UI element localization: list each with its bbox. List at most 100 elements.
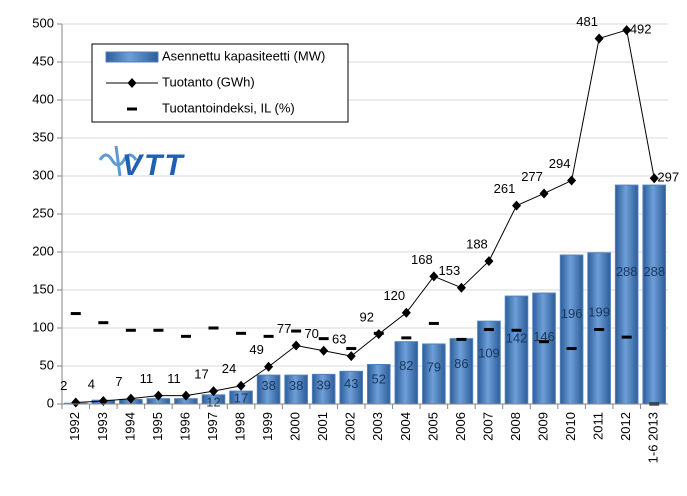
y-tick-label: 300 (32, 167, 54, 182)
index-dash (236, 331, 247, 335)
index-dash (318, 337, 329, 341)
production-label: 11 (167, 371, 181, 386)
index-dash (483, 328, 494, 332)
index-dash (539, 340, 550, 344)
x-tick-label: 2007 (480, 412, 495, 441)
index-dash (180, 334, 191, 338)
production-label: 297 (657, 170, 679, 185)
x-tick-label: 2003 (370, 412, 385, 441)
legend-swatch (105, 51, 159, 63)
production-marker (71, 397, 81, 408)
index-dash (153, 328, 164, 332)
production-marker (346, 351, 356, 362)
legend-label: Tuotanto (GWh) (162, 74, 255, 89)
index-dash (401, 336, 412, 340)
x-tick-label: 1994 (122, 412, 137, 441)
production-line (75, 29, 655, 403)
production-label: 481 (576, 14, 598, 29)
bar-label: 38 (261, 378, 275, 393)
index-dash (621, 335, 632, 339)
production-marker (484, 256, 494, 267)
bar-label: 196 (561, 306, 583, 321)
x-tick-label: 1993 (95, 412, 110, 441)
index-dash (346, 347, 357, 351)
production-label: 11 (140, 371, 154, 386)
production-marker (153, 390, 163, 401)
x-tick-label: 2009 (535, 412, 550, 441)
bar (642, 184, 667, 405)
production-marker (264, 361, 274, 372)
bar-label: 82 (399, 358, 413, 373)
bar-label: 199 (588, 305, 610, 320)
production-marker (567, 175, 577, 186)
production-label: 294 (549, 156, 571, 171)
legend-dash (127, 107, 137, 111)
x-tick-label: 2001 (315, 412, 330, 441)
y-tick-label: 250 (32, 205, 54, 220)
y-tick-label: 0 (47, 395, 54, 410)
index-dash (566, 347, 577, 351)
legend-label: Asennettu kapasiteetti (MW) (162, 48, 325, 63)
x-tick-label: 1992 (67, 412, 82, 441)
production-marker (649, 173, 659, 184)
production-marker (319, 345, 329, 356)
production-label: 17 (194, 367, 208, 382)
bar (559, 254, 584, 405)
y-tick-label: 200 (32, 243, 54, 258)
logo-text: VTT (122, 149, 185, 182)
production-label: 70 (304, 326, 318, 341)
x-tick-label: 1995 (150, 412, 165, 441)
production-marker (401, 307, 411, 318)
production-marker (512, 200, 521, 211)
legend-label: Tuotantoindeksi, IL (%) (162, 100, 295, 115)
bar-label: 79 (427, 359, 441, 374)
index-dash (594, 328, 605, 332)
bar-label: 86 (454, 356, 468, 371)
production-label: 7 (115, 374, 122, 389)
index-dash (456, 337, 467, 341)
y-tick-label: 350 (32, 129, 54, 144)
index-dash (373, 331, 384, 335)
y-tick-label: 450 (32, 53, 54, 68)
x-tick-label: 2008 (508, 412, 523, 441)
production-marker (594, 33, 604, 44)
y-tick-label: 150 (32, 281, 54, 296)
production-marker (209, 386, 218, 397)
index-dash (98, 321, 109, 325)
production-label: 261 (494, 181, 516, 196)
bar-label: 142 (506, 331, 528, 346)
x-tick-label: 1997 (205, 412, 220, 441)
logo: VTT (98, 145, 185, 182)
bar-label: 17 (234, 391, 248, 406)
index-dash (428, 321, 439, 325)
x-tick-label: 1998 (232, 412, 247, 441)
production-label: 24 (222, 361, 236, 376)
production-marker (126, 393, 136, 404)
production-marker (291, 340, 301, 351)
bar-label: 109 (478, 346, 500, 361)
x-tick-label: 2010 (563, 412, 578, 441)
index-dash (70, 312, 81, 316)
index-dash (263, 334, 274, 338)
production-label: 153 (439, 263, 461, 278)
bar-label: 52 (372, 372, 386, 387)
bar (477, 320, 501, 405)
production-label: 77 (277, 321, 291, 336)
production-label: 49 (249, 342, 263, 357)
production-label: 492 (630, 22, 652, 37)
logo-stroke (114, 145, 122, 177)
x-tick-label: 2002 (343, 412, 358, 441)
legend-marker (127, 78, 137, 88)
index-dash (511, 328, 522, 332)
x-tick-label: 2000 (288, 412, 303, 441)
bar-label: 288 (643, 264, 665, 279)
production-marker (181, 390, 191, 401)
x-tick-label: 2006 (453, 412, 468, 441)
x-tick-label: 1996 (177, 412, 192, 441)
bar-label: 39 (316, 378, 330, 393)
production-label: 120 (383, 288, 405, 303)
production-label: 4 (88, 376, 95, 391)
index-dash (208, 326, 219, 330)
x-tick-label: 1999 (260, 412, 275, 441)
